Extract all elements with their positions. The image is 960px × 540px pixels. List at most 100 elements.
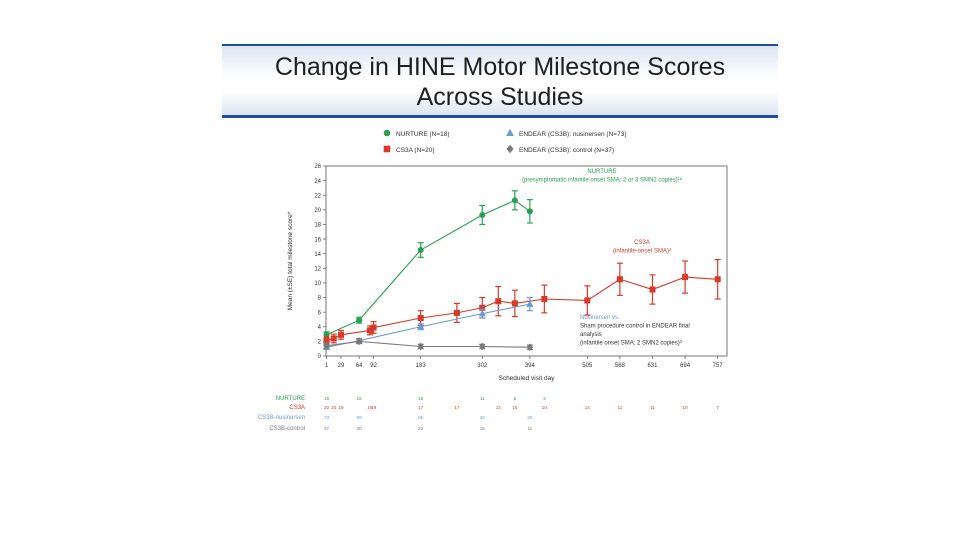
data-point xyxy=(526,343,534,352)
annotations: NURTURE (presymptomatic infantile onset S… xyxy=(522,169,690,347)
y-tick-label: 4 xyxy=(318,325,322,331)
y-tick-label: 18 xyxy=(314,223,321,229)
data-point xyxy=(323,331,330,338)
table-cell: 15 xyxy=(480,426,486,431)
legend-label-nurture: NURTURE (N=18) xyxy=(396,131,450,138)
table-cell: 11 xyxy=(527,426,532,431)
legend-label-nusinersen: ENDEAR (CS3B): nusinersen (N=73) xyxy=(519,131,626,138)
data-point xyxy=(417,314,424,322)
legend-label-cs3a: CS3A (N=20) xyxy=(396,147,434,154)
y-axis-label: Mean (±SE) total milestone score* xyxy=(287,211,294,310)
data-point xyxy=(526,208,533,215)
y-tick-label: 8 xyxy=(318,296,322,302)
x-tick-label: 631 xyxy=(647,363,658,369)
data-point xyxy=(417,322,425,330)
legend-marker-nurture xyxy=(383,129,391,137)
y-tick-label: 0 xyxy=(318,354,322,360)
annotation-nusinersen: (infantile onset SMA; 2 SMN2 copies)³ xyxy=(580,341,682,347)
table-cell: 11 xyxy=(618,405,623,410)
data-point xyxy=(479,304,486,311)
hine-chart: NURTURE (N=18) CS3A (N=20) ENDEAR (CS3B): … xyxy=(258,128,728,432)
data-point xyxy=(541,295,548,303)
slide-title-line-1: Change in HINE Motor Milestone Scores xyxy=(274,53,726,81)
table-cell: 5 xyxy=(514,396,517,401)
x-tick-label: 694 xyxy=(680,363,691,369)
series-line-nurture xyxy=(326,199,531,336)
table-cell: 20 xyxy=(331,405,337,410)
data-point xyxy=(356,317,363,324)
table-cell: 17 xyxy=(454,405,460,410)
data-point xyxy=(526,300,534,307)
annotation-nusinersen: Sham procedure control in ENDEAR final xyxy=(580,324,690,330)
data-point xyxy=(417,247,424,254)
x-tick-label: 29 xyxy=(338,363,345,369)
chart-figure: NURTURE (N=18) CS3A (N=20) ENDEAR (CS3B): … xyxy=(222,118,778,458)
series-area xyxy=(322,190,721,352)
table-cell: 3 xyxy=(543,396,546,401)
data-point xyxy=(355,337,363,346)
data-point xyxy=(478,342,486,351)
series-cs3a xyxy=(323,258,721,345)
x-tick-label: 64 xyxy=(356,363,363,369)
table-cell: 7 xyxy=(716,405,719,410)
annotation-cs3a: CS3A xyxy=(634,240,650,246)
y-tick-label: 16 xyxy=(314,237,321,243)
x-tick-label: 183 xyxy=(416,363,427,369)
table-cell: 14 xyxy=(585,405,591,410)
annotation-nurture: (presymptomatic infantile onset SMA; 2 o… xyxy=(522,178,683,184)
title-bar: Change in HINE Motor Milestone Scores Ac… xyxy=(222,44,778,118)
data-point xyxy=(337,331,345,338)
data-point xyxy=(366,327,374,334)
x-tick-label: 505 xyxy=(582,363,593,369)
table-cell: 16 xyxy=(418,396,424,401)
table-cell: 19 xyxy=(367,405,373,410)
x-axis-label: Scheduled visit day xyxy=(498,375,555,382)
table-row-label-nurture: NURTURE xyxy=(276,396,305,402)
data-point xyxy=(682,274,689,281)
table-cell: 18 xyxy=(324,396,330,401)
table-cell: 55 xyxy=(418,415,424,420)
annotation-nusinersen: Nusinersen vs. xyxy=(580,315,620,321)
table-cell: 14 xyxy=(496,405,502,410)
table-row-label-nusinersen: CS3B-nusinersen xyxy=(258,415,305,421)
legend: NURTURE (N=18) CS3A (N=20) ENDEAR (CS3B): … xyxy=(383,128,626,154)
y-tick-label: 10 xyxy=(314,281,321,287)
slide-title-line-2: Across Studies xyxy=(416,83,584,111)
table-cell: 17 xyxy=(418,405,424,410)
data-point xyxy=(478,309,486,317)
data-point xyxy=(479,211,486,218)
data-point xyxy=(453,309,460,316)
y-tick-label: 26 xyxy=(314,164,321,170)
table-row-label-control: CS3B-control xyxy=(269,426,305,432)
table-row-label-cs3a: CS3A xyxy=(289,405,305,411)
data-point xyxy=(616,276,623,283)
title-rule xyxy=(222,115,778,118)
slide-title: Change in HINE Motor Milestone Scores Ac… xyxy=(222,52,778,112)
data-point xyxy=(323,341,330,350)
x-tick-label: 568 xyxy=(615,363,626,369)
y-tick-label: 24 xyxy=(314,179,321,185)
x-tick-label: 302 xyxy=(477,363,488,369)
table-cell: 11 xyxy=(650,405,655,410)
legend-marker-cs3a xyxy=(383,145,391,153)
data-point xyxy=(323,337,330,344)
data-point xyxy=(511,197,518,204)
data-point xyxy=(584,297,591,304)
y-tick-label: 6 xyxy=(318,310,322,316)
y-tick-label: 2 xyxy=(318,340,322,346)
table-cell: 10 xyxy=(542,405,548,410)
x-tick-label: 1 xyxy=(325,363,329,369)
y-tick-label: 20 xyxy=(314,208,321,214)
table-cell: 68 xyxy=(357,415,363,420)
y-tick-label: 12 xyxy=(314,267,321,273)
table-cell: 11 xyxy=(480,396,485,401)
table-cell: 20 xyxy=(324,405,330,410)
x-tick-label: 757 xyxy=(713,363,724,369)
table-cell: 18 xyxy=(357,396,363,401)
annotation-cs3a: (infantile-onset SMA)² xyxy=(613,249,671,255)
series-line-cs3a xyxy=(326,276,718,342)
table-cell: 30 xyxy=(357,426,363,431)
table-cell: 10 xyxy=(683,405,689,410)
